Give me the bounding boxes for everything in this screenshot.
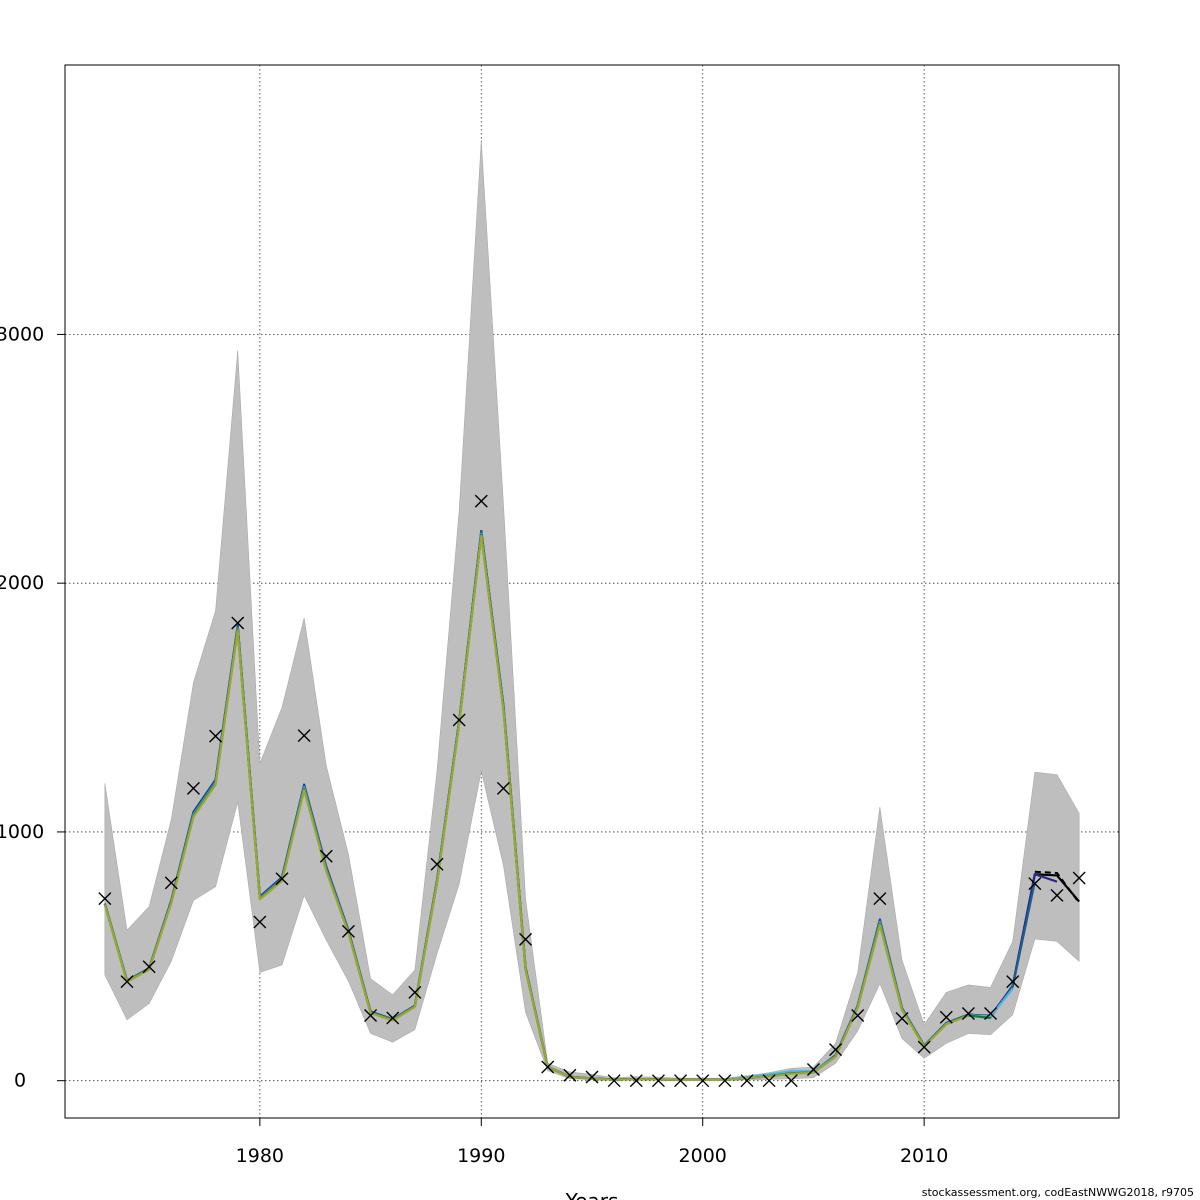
x-tick-label: 1980 [236,1145,284,1167]
confidence-band-area [104,140,1080,1081]
observation-point [319,849,333,863]
observation-point [585,1070,599,1084]
x-axis: 1980 1990 2000 2010 [236,1118,948,1167]
observation-point [496,781,510,795]
observation-point [762,1074,776,1088]
observation-point [740,1074,754,1088]
y-tick-label: 3000 [0,323,44,345]
x-axis-title: Years [565,1189,619,1200]
observation-point [806,1062,820,1076]
confidence-band [104,140,1080,1081]
plot-frame [64,64,1120,1119]
observation-point [1028,877,1042,891]
observation-point [917,1040,931,1054]
observation-point [1072,871,1086,885]
observation-point [474,494,488,508]
observation-point [275,872,289,886]
observation-point [541,1060,555,1074]
observation-point [452,713,466,727]
y-tick-label: 0 [14,1070,26,1092]
observation-point [253,915,267,929]
observation-point [895,1012,909,1025]
observation-point [696,1074,710,1088]
series-lines [103,529,1080,1082]
observation-point [873,892,887,906]
observation-point [829,1043,843,1057]
observation-point [718,1074,732,1088]
footer-credit: stockassessment.org, codEastNWWG2018, r9… [922,1186,1194,1199]
observation-point [851,1009,865,1023]
observation-point [98,892,112,906]
observation-point [651,1074,665,1088]
observation-point [629,1074,643,1088]
observation-point [386,1011,400,1025]
observation-point [430,857,444,871]
observation-point [984,1007,998,1021]
x-tick-label: 1990 [457,1145,505,1167]
observation-point [939,1010,953,1024]
observation-point [186,781,200,795]
projection-line [1034,870,1080,904]
x-tick-label: 2000 [679,1145,727,1167]
y-axis: 0 1000 2000 3000 [0,323,65,1092]
observation-point [784,1074,798,1088]
observation-point [120,975,134,989]
observation-point [341,924,355,938]
observation-markers [98,494,1086,1088]
observation-point [961,1007,975,1021]
observation-point [231,616,245,630]
observation-point [607,1074,621,1088]
observation-point [674,1074,688,1088]
observation-point [1050,888,1064,902]
y-tick-label: 2000 [0,572,44,594]
observation-point [142,960,156,974]
observation-point [519,932,533,946]
observation-point [408,985,422,999]
observation-point [209,729,223,743]
observation-point [164,876,178,890]
observation-point [563,1068,577,1082]
observation-point [1006,975,1020,989]
observation-point [364,1009,378,1023]
series-line-6 [103,534,969,1082]
observation-point [297,729,311,743]
y-tick-label: 1000 [0,821,44,843]
x-tick-label: 2010 [900,1145,948,1167]
